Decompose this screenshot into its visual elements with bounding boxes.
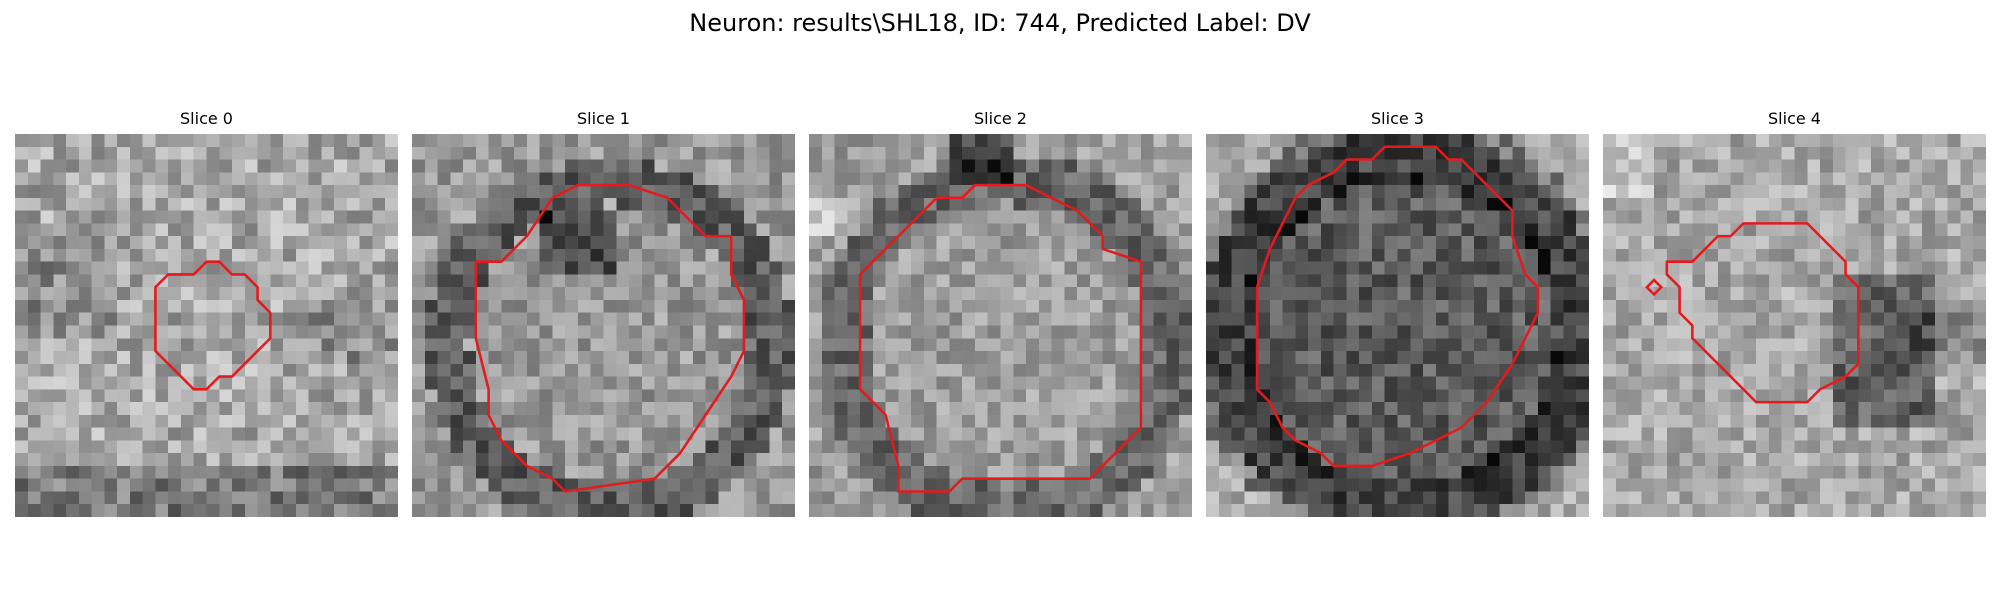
- slice-title-3: Slice 3: [1206, 107, 1589, 131]
- slice-image-3: [1206, 134, 1589, 517]
- slice-title-4: Slice 4: [1603, 107, 1986, 131]
- slice-image-2: [809, 134, 1192, 517]
- slice-image-1: [412, 134, 795, 517]
- slice-panel-2: Slice 2: [809, 107, 1192, 517]
- slice-svg-4: [1603, 134, 1986, 517]
- slice-panel-0: Slice 0: [15, 107, 398, 517]
- slice-panel-3: Slice 3: [1206, 107, 1589, 517]
- slice-svg-0: [15, 134, 398, 517]
- slice-image-0: [15, 134, 398, 517]
- slice-svg-1: [412, 134, 795, 517]
- slice-title-1: Slice 1: [412, 107, 795, 131]
- slice-title-0: Slice 0: [15, 107, 398, 131]
- slice-image-4: [1603, 134, 1986, 517]
- figure-title: Neuron: results\SHL18, ID: 744, Predicte…: [0, 6, 2000, 40]
- slice-panel-4: Slice 4: [1603, 107, 1986, 517]
- slice-panel-1: Slice 1: [412, 107, 795, 517]
- slice-svg-2: [809, 134, 1192, 517]
- slice-svg-3: [1206, 134, 1589, 517]
- slice-title-2: Slice 2: [809, 107, 1192, 131]
